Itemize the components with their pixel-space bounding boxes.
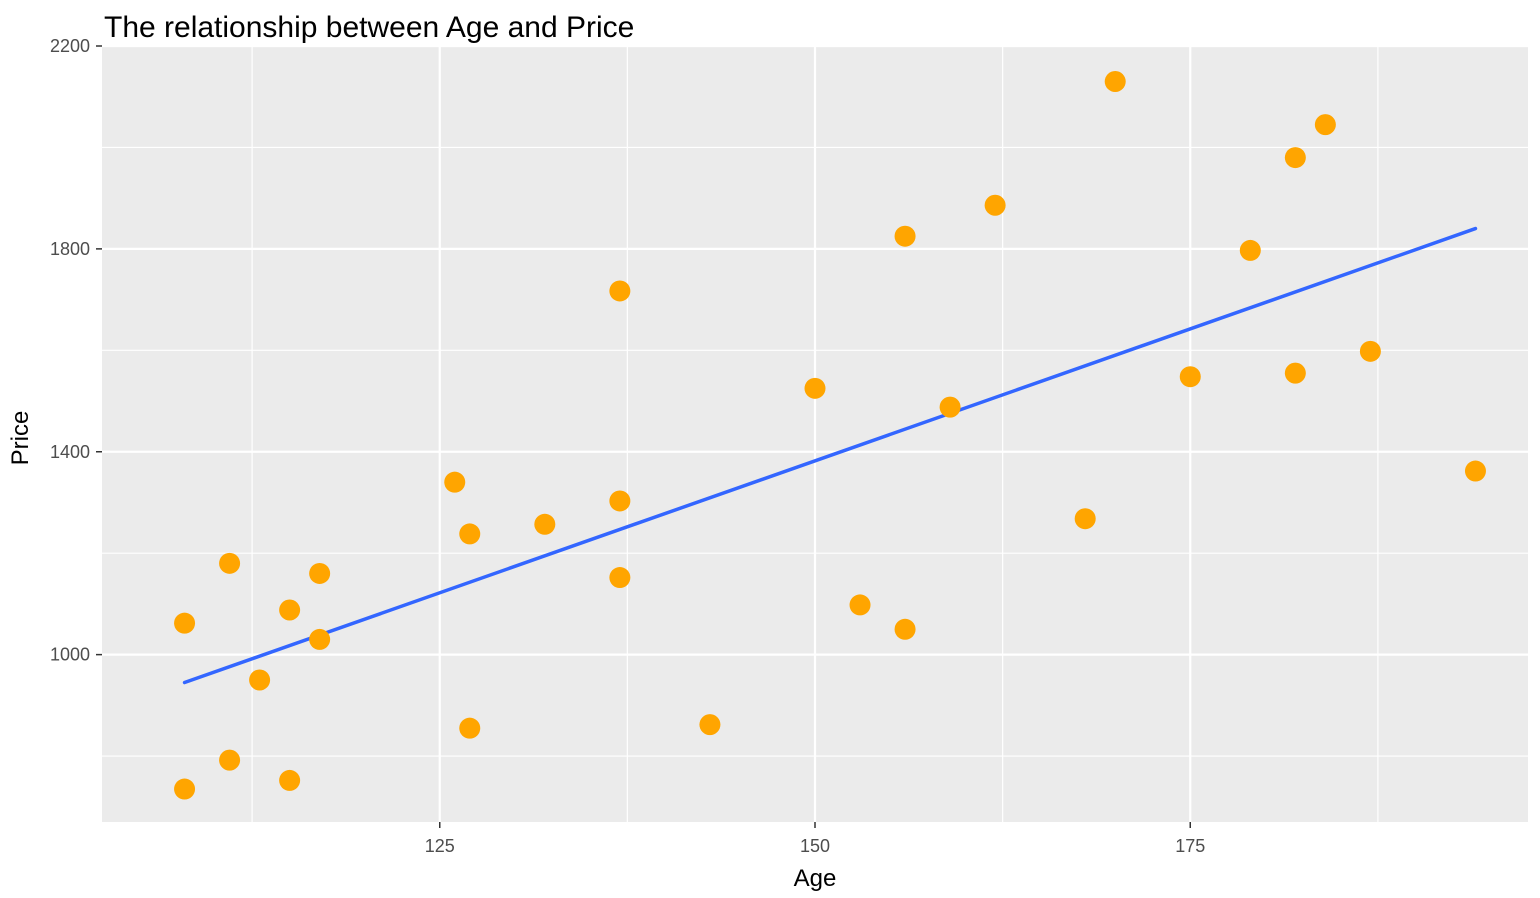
data-point xyxy=(1239,239,1261,261)
y-tick-label: 2200 xyxy=(50,36,90,56)
data-point xyxy=(849,594,871,616)
x-axis-ticks: 125 150 175 xyxy=(425,822,1205,856)
trend-line xyxy=(182,226,1478,685)
data-point xyxy=(984,194,1006,216)
x-axis-title: Age xyxy=(794,865,837,892)
y-axis-title: Price xyxy=(7,411,34,466)
x-tick-label: 150 xyxy=(800,836,830,856)
y-axis-ticks: 1000 1400 1800 2200 xyxy=(50,36,102,665)
y-tick-label: 1400 xyxy=(50,442,90,462)
data-point xyxy=(309,628,331,650)
data-point xyxy=(444,471,466,493)
data-point xyxy=(309,562,331,584)
trend-line-group xyxy=(182,226,1478,685)
data-point xyxy=(1179,366,1201,388)
data-point xyxy=(609,280,631,302)
data-point xyxy=(894,618,916,640)
data-point xyxy=(609,490,631,512)
data-point xyxy=(219,552,241,574)
data-point xyxy=(249,669,271,691)
y-tick-label: 1000 xyxy=(50,645,90,665)
data-point xyxy=(534,513,556,535)
data-point xyxy=(1284,362,1306,384)
y-tick-label: 1800 xyxy=(50,239,90,259)
data-point xyxy=(174,612,196,634)
data-point xyxy=(1314,114,1336,136)
x-tick-label: 125 xyxy=(425,836,455,856)
data-point xyxy=(459,523,481,545)
data-point xyxy=(1284,147,1306,169)
major-gridlines xyxy=(102,44,1528,822)
data-point xyxy=(894,225,916,247)
data-points xyxy=(174,71,1486,800)
x-tick-label: 175 xyxy=(1175,836,1205,856)
data-point xyxy=(1464,460,1486,482)
data-point xyxy=(279,769,301,791)
data-point xyxy=(609,567,631,589)
chart-title: The relationship between Age and Price xyxy=(104,11,634,44)
data-point xyxy=(459,717,481,739)
data-point xyxy=(804,377,826,399)
data-point xyxy=(174,778,196,800)
data-point xyxy=(1074,508,1096,530)
data-point xyxy=(1359,340,1381,362)
data-point xyxy=(699,714,721,736)
data-point xyxy=(219,749,241,771)
data-point xyxy=(939,396,961,418)
data-point xyxy=(279,599,301,621)
data-point xyxy=(1104,71,1126,93)
